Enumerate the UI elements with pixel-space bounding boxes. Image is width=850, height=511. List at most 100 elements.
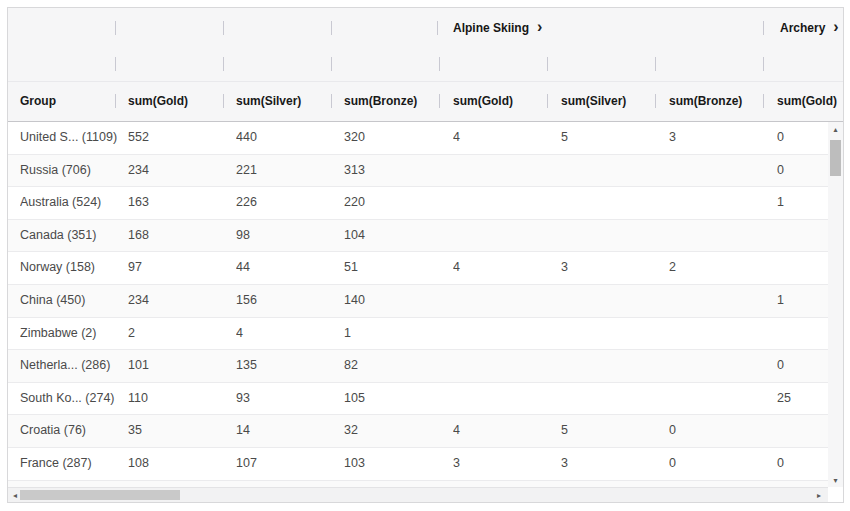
chevron-right-icon[interactable]: ›: [537, 19, 542, 35]
table-cell: [669, 285, 769, 318]
vertical-scrollbar-thumb[interactable]: [830, 140, 841, 176]
table-cell: [669, 187, 769, 220]
table-cell: 163: [128, 187, 228, 220]
row-label: Croatia (76): [20, 415, 120, 448]
row-label: Netherla... (286): [20, 350, 120, 383]
table-cell: 108: [128, 448, 228, 481]
table-cell: [777, 220, 828, 253]
row-label: Russia (706): [20, 155, 120, 188]
row-label: Australia (524): [20, 187, 120, 220]
column-header-row: Group sum(Gold) sum(Silver) sum(Bronze) …: [8, 82, 843, 122]
table-row: Croatia (76) 35 14 32 4 5 0: [8, 415, 828, 448]
table-cell: [453, 350, 553, 383]
header-tick: [763, 57, 764, 71]
table-row: France (287) 108 107 103 3 3 0 0: [8, 448, 828, 481]
table-cell: 2: [128, 318, 228, 351]
table-cell: 1: [344, 318, 444, 351]
table-row: South Ko... (274) 110 93 105 25: [8, 383, 828, 416]
table-cell: 320: [344, 122, 444, 155]
table-cell: [561, 155, 661, 188]
table-cell: 103: [344, 448, 444, 481]
header-tick: [437, 21, 438, 35]
table-row: Zimbabwe (2) 2 4 1: [8, 318, 828, 351]
table-cell: 5: [561, 122, 661, 155]
table-cell: [561, 350, 661, 383]
header-tick: [115, 21, 116, 35]
table-cell: 1: [777, 187, 828, 220]
table-row: China (450) 234 156 140 1: [8, 285, 828, 318]
column-header-sum-gold[interactable]: sum(Gold): [777, 82, 828, 121]
table-cell: 168: [128, 220, 228, 253]
table-cell: 14: [236, 415, 336, 448]
table-cell: [669, 220, 769, 253]
table-row: United S... (1109) 552 440 320 4 5 3 0: [8, 122, 828, 155]
header-tick: [655, 57, 656, 71]
horizontal-scrollbar-thumb[interactable]: [20, 490, 180, 500]
table-row: Canada (351) 168 98 104: [8, 220, 828, 253]
scroll-up-icon[interactable]: ▴: [828, 122, 843, 136]
table-cell: 440: [236, 122, 336, 155]
table-cell: 82: [344, 350, 444, 383]
row-label: France (287): [20, 448, 120, 481]
group-label: Alpine Skiing: [453, 21, 529, 35]
table-cell: 110: [128, 383, 228, 416]
table-cell: 3: [561, 448, 661, 481]
table-cell: [777, 415, 828, 448]
table-cell: 93: [236, 383, 336, 416]
header-tick: [547, 57, 548, 71]
horizontal-scrollbar[interactable]: ◂ ▸: [8, 487, 828, 502]
grid-header: Alpine Skiing › Archery › Gro: [8, 8, 843, 122]
column-header-sum-silver[interactable]: sum(Silver): [236, 82, 336, 121]
table-cell: [453, 285, 553, 318]
pivot-grid: Alpine Skiing › Archery › Gro: [7, 7, 844, 503]
header-tick: [331, 57, 332, 71]
table-cell: 4: [236, 318, 336, 351]
table-cell: 0: [669, 448, 769, 481]
table-cell: 101: [128, 350, 228, 383]
table-cell: [453, 187, 553, 220]
table-cell: 97: [128, 252, 228, 285]
scrollbar-corner: [828, 487, 843, 502]
table-cell: 220: [344, 187, 444, 220]
table-cell: [561, 318, 661, 351]
table-cell: 234: [128, 155, 228, 188]
scroll-right-icon[interactable]: ▸: [812, 489, 826, 502]
table-cell: [669, 155, 769, 188]
row-label: Norway (158): [20, 252, 120, 285]
vertical-scrollbar[interactable]: ▴ ▾: [828, 122, 843, 487]
column-header-sum-silver[interactable]: sum(Silver): [561, 82, 661, 121]
table-cell: [669, 350, 769, 383]
table-cell: 221: [236, 155, 336, 188]
table-cell: 552: [128, 122, 228, 155]
column-group-archery[interactable]: Archery ›: [780, 8, 839, 48]
table-cell: [669, 383, 769, 416]
table-cell: 44: [236, 252, 336, 285]
table-cell: [777, 318, 828, 351]
column-group-alpine-skiing[interactable]: Alpine Skiing ›: [453, 8, 542, 48]
table-row: Australia (524) 163 226 220 1: [8, 187, 828, 220]
chevron-right-icon[interactable]: ›: [833, 19, 838, 35]
row-label: South Ko... (274): [20, 383, 120, 416]
table-row: Netherla... (286) 101 135 82 0: [8, 350, 828, 383]
column-header-sum-gold[interactable]: sum(Gold): [453, 82, 553, 121]
table-cell: 0: [777, 448, 828, 481]
table-cell: 105: [344, 383, 444, 416]
column-header-sum-bronze[interactable]: sum(Bronze): [344, 82, 444, 121]
header-tick: [115, 57, 116, 71]
table-cell: 104: [344, 220, 444, 253]
column-header-sum-gold[interactable]: sum(Gold): [128, 82, 228, 121]
table-body: United S... (1109) 552 440 320 4 5 3 0 R…: [8, 122, 828, 487]
column-header-group[interactable]: Group: [20, 82, 120, 121]
table-cell: 98: [236, 220, 336, 253]
table-row: Russia (706) 234 221 313 0: [8, 155, 828, 188]
scroll-down-icon[interactable]: ▾: [828, 473, 843, 487]
table-cell: [453, 220, 553, 253]
table-cell: 0: [777, 122, 828, 155]
row-label: China (450): [20, 285, 120, 318]
table-cell: 35: [128, 415, 228, 448]
table-row: Norway (158) 97 44 51 4 3 2: [8, 252, 828, 285]
table-cell: [453, 155, 553, 188]
table-cell: 4: [453, 415, 553, 448]
column-header-sum-bronze[interactable]: sum(Bronze): [669, 82, 769, 121]
table-cell: [453, 318, 553, 351]
